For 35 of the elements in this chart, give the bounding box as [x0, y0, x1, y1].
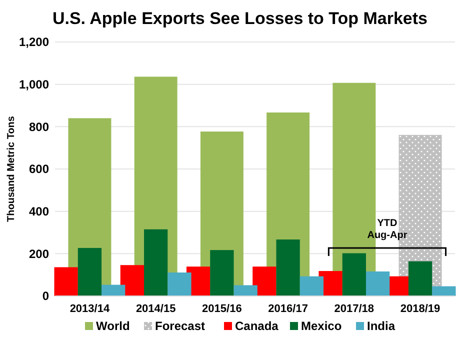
y-tick-label: 800 — [28, 120, 50, 134]
legend-label: Forecast — [155, 319, 206, 333]
bar — [120, 265, 144, 296]
bar — [234, 285, 258, 296]
bar — [102, 284, 126, 296]
x-tick-label: 2018/19 — [400, 303, 440, 315]
x-tick-label: 2014/15 — [136, 303, 176, 315]
y-tick-label: 1,000 — [18, 78, 50, 92]
bar — [210, 250, 234, 296]
bar — [300, 276, 324, 296]
x-tick-label: 2015/16 — [202, 303, 242, 315]
legend-label: India — [367, 319, 396, 333]
bar — [78, 248, 102, 296]
y-tick-label: 1,200 — [18, 35, 50, 50]
chart-title: U.S. Apple Exports See Losses to Top Markets — [52, 9, 428, 28]
bar — [408, 261, 432, 296]
x-tick-label: 2016/17 — [268, 303, 308, 315]
bar — [276, 239, 300, 296]
legend-label: Mexico — [301, 319, 342, 333]
bar — [366, 271, 390, 296]
legend-label: Canada — [235, 319, 279, 333]
y-axis-title: Thousand Metric Tons — [6, 116, 17, 222]
bar — [54, 267, 78, 296]
x-tick-label: 2017/18 — [334, 303, 374, 315]
y-tick-label: 400 — [28, 204, 50, 219]
bar — [168, 272, 192, 296]
bar — [252, 266, 276, 296]
y-tick-label: 200 — [28, 246, 50, 261]
bar — [342, 253, 366, 296]
y-tick-label: 600 — [28, 162, 50, 176]
legend-label: World — [96, 319, 130, 333]
x-tick-label: 2013/14 — [70, 303, 110, 315]
bar — [144, 229, 168, 296]
bar — [432, 286, 456, 296]
y-tick-label: 0 — [42, 289, 50, 304]
